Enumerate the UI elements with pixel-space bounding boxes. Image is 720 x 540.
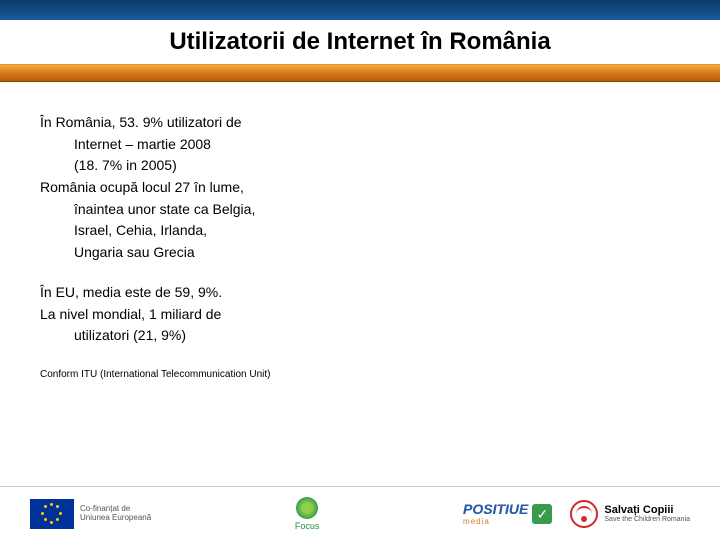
eu-line2: Uniunea Europeană xyxy=(80,514,151,523)
top-stripe xyxy=(0,0,720,20)
orange-band xyxy=(0,64,720,82)
p2-line2: La nivel mondial, 1 miliard de xyxy=(40,306,221,322)
positive-brand: POSITIUE xyxy=(463,501,528,517)
salvati-icon xyxy=(570,500,598,528)
eu-stars-icon xyxy=(41,503,63,525)
focus-icon xyxy=(296,497,318,519)
eu-logo: Co-finanțat de Uniunea Europeană xyxy=(30,499,151,529)
salvati-logo: Salvați Copiii Save the Children Romania xyxy=(570,500,690,528)
check-icon: ✓ xyxy=(532,504,552,524)
salvati-main: Salvați Copiii xyxy=(604,505,690,516)
content-area: În România, 53. 9% utilizatori de Intern… xyxy=(0,82,720,392)
eu-flag-icon xyxy=(30,499,74,529)
p1-line5: înaintea unor state ca Belgia, xyxy=(40,199,380,221)
p1-line2: Internet – martie 2008 xyxy=(40,134,380,156)
paragraph-2: În EU, media este de 59, 9%. La nivel mo… xyxy=(40,282,380,347)
eu-text: Co-finanțat de Uniunea Europeană xyxy=(80,505,151,523)
p1-line4: România ocupă locul 27 în lume, xyxy=(40,179,244,195)
p2-line3: utilizatori (21, 9%) xyxy=(40,325,380,347)
focus-label: Focus xyxy=(295,521,320,531)
p2-line1: În EU, media este de 59, 9%. xyxy=(40,284,222,300)
p1-line3: (18. 7% in 2005) xyxy=(40,155,380,177)
focus-logo: Focus xyxy=(295,497,320,531)
title-area: Utilizatorii de Internet în România xyxy=(0,20,720,64)
p1-line6: Israel, Cehia, Irlanda, xyxy=(40,220,380,242)
p1-line7: Ungaria sau Grecia xyxy=(40,242,380,264)
header-band: Utilizatorii de Internet în România xyxy=(0,0,720,82)
positive-logo: POSITIUE media ✓ xyxy=(463,501,552,526)
p1-line1: În România, 53. 9% utilizatori de xyxy=(40,114,242,130)
slide-title: Utilizatorii de Internet în România xyxy=(0,28,720,56)
footer-logos: Co-finanțat de Uniunea Europeană Focus P… xyxy=(0,486,720,540)
paragraph-1: În România, 53. 9% utilizatori de Intern… xyxy=(40,112,380,264)
source-citation: Conform ITU (International Telecommunica… xyxy=(40,367,680,383)
salvati-text: Salvați Copiii Save the Children Romania xyxy=(604,505,690,523)
salvati-sub: Save the Children Romania xyxy=(604,516,690,523)
positive-sub: media xyxy=(463,517,528,526)
